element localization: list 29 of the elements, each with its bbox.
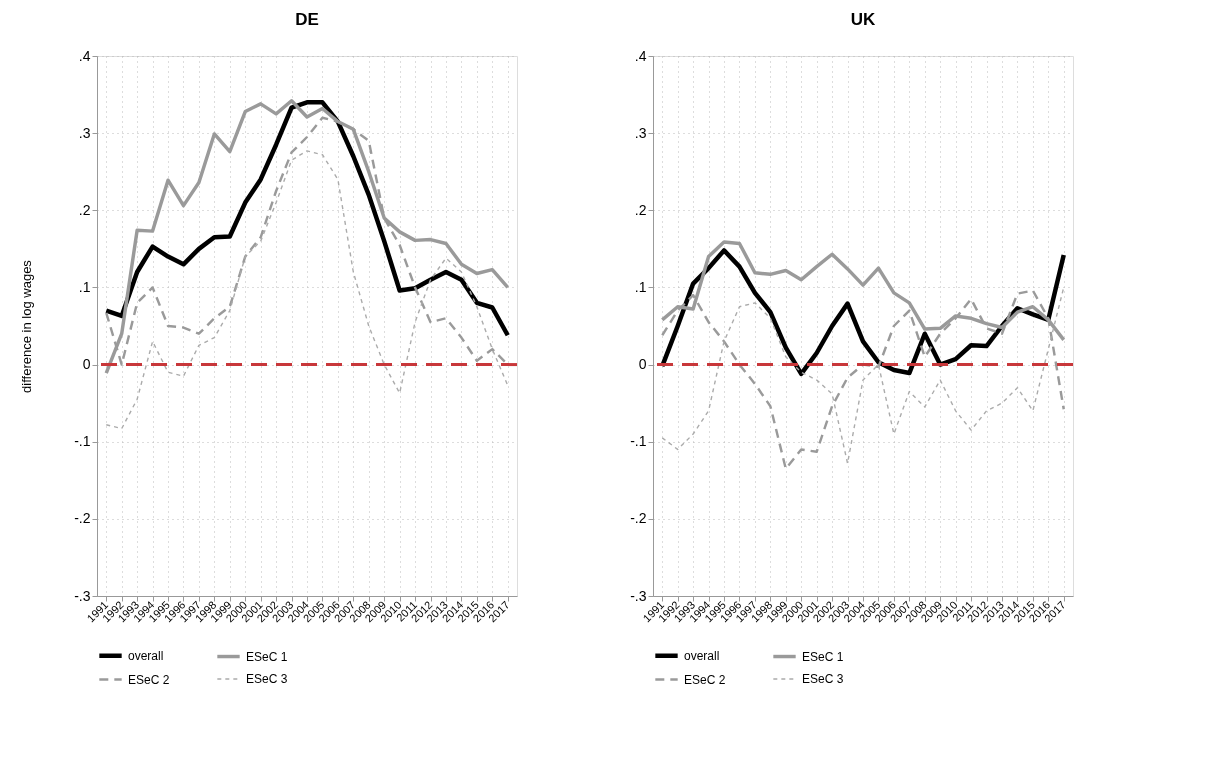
legend-label: ESeC 3 [246, 672, 288, 686]
y-tick-label: -.3 [630, 587, 647, 604]
line-series [660, 248, 1066, 377]
chart-title: DE [295, 10, 319, 29]
y-tick-label: -.2 [74, 510, 91, 527]
legend-label: ESeC 2 [684, 672, 726, 687]
y-tick-label: .1 [634, 278, 647, 295]
legend-label: ESeC 1 [802, 649, 844, 664]
y-tick-label: -.3 [74, 587, 91, 604]
y-tick-label: .4 [634, 47, 647, 64]
line-series [105, 150, 509, 430]
y-tick-label: 0 [638, 356, 647, 373]
legend-label: overall [684, 648, 720, 663]
y-tick-label: 0 [82, 356, 91, 373]
y-axis-title: difference in log wages [19, 259, 35, 393]
legend-label: overall [128, 648, 164, 663]
y-tick-label: .2 [634, 201, 647, 218]
y-tick-label: -.1 [630, 433, 647, 450]
y-tick-label: .3 [634, 124, 647, 141]
chart-title: UK [850, 10, 876, 29]
legend-label: ESeC 1 [246, 649, 288, 664]
y-tick-label: -.1 [74, 433, 91, 450]
y-tick-label: .1 [78, 278, 91, 295]
y-tick-label: .3 [78, 124, 91, 141]
y-tick-label: .4 [78, 47, 91, 64]
y-tick-label: .2 [78, 201, 91, 218]
legend-label: ESeC 3 [802, 672, 844, 686]
legend-label: ESeC 2 [128, 672, 170, 687]
y-tick-label: -.2 [630, 510, 647, 527]
